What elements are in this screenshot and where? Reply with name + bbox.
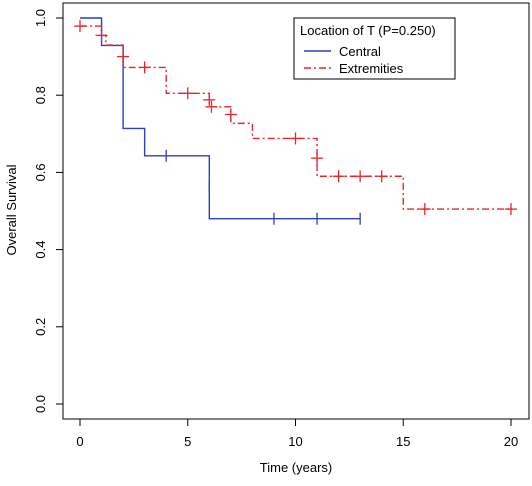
legend-box <box>293 17 456 80</box>
x-tick-label: 5 <box>184 434 191 449</box>
x-tick-label: 0 <box>76 434 83 449</box>
legend-label-central: Central <box>339 44 381 59</box>
y-tick-label: 0.2 <box>33 318 48 336</box>
censor-mark <box>505 203 517 216</box>
censor-mark <box>375 170 388 183</box>
censor-mark <box>332 170 345 183</box>
y-tick-label: 1.0 <box>33 9 48 27</box>
y-axis: 0.0 0.2 0.4 0.6 0.8 1.0 <box>33 9 64 413</box>
series-layer <box>74 17 517 225</box>
y-tick-label: 0.4 <box>33 241 48 259</box>
y-tick-label: 0.8 <box>33 86 48 104</box>
censor-mark <box>224 108 237 121</box>
censor-mark <box>74 20 86 33</box>
censor-mark <box>289 132 302 145</box>
y-axis-label: Overall Survival <box>4 164 19 255</box>
survival-curve-extremities <box>80 25 511 210</box>
legend-title: Location of T (P=0.250) <box>300 23 436 38</box>
x-tick-label: 15 <box>396 434 410 449</box>
x-axis: 0 5 10 15 20 <box>76 418 518 449</box>
censor-mark <box>205 100 218 113</box>
y-tick-label: 0.0 <box>33 395 48 413</box>
censor-mark <box>95 29 108 42</box>
y-tick-label: 0.6 <box>33 163 48 181</box>
x-tick-label: 10 <box>288 434 302 449</box>
censor-mark <box>181 87 194 100</box>
censor-mark <box>138 61 151 74</box>
series-extremities <box>74 20 517 216</box>
censor-mark <box>418 203 431 216</box>
legend: Location of T (P=0.250) Central Extremit… <box>293 17 456 80</box>
x-axis-label: Time (years) <box>260 460 332 475</box>
censor-mark <box>354 170 367 183</box>
censor-mark <box>311 152 324 165</box>
censor-mark <box>203 93 216 106</box>
censor-mark <box>117 50 130 63</box>
x-tick-label: 20 <box>504 434 518 449</box>
legend-label-extremities: Extremities <box>339 61 404 76</box>
